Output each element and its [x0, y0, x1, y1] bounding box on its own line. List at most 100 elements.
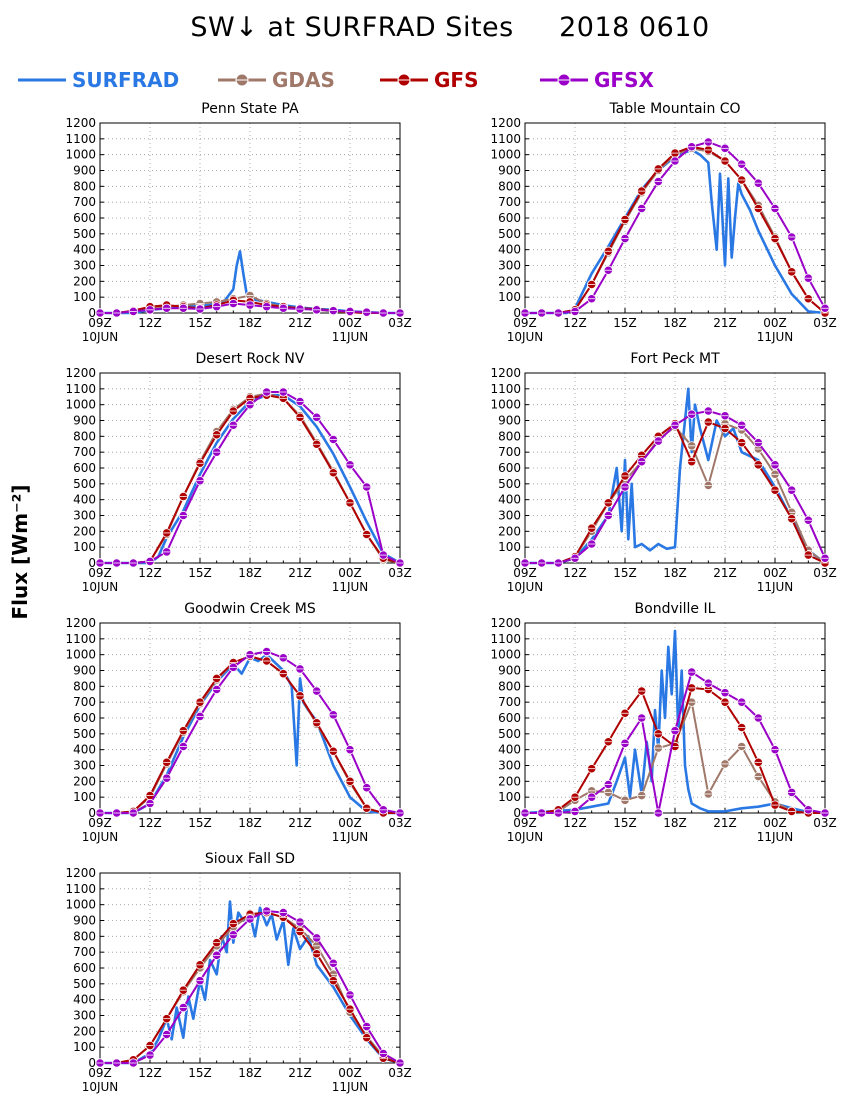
series-gfs [95, 907, 405, 1068]
chart-legend: SURFRAD GDAS GFS GFSX [18, 68, 654, 92]
x-tick-label: 03Z [388, 816, 412, 830]
y-tick-label: 100 [73, 540, 96, 554]
x-tick-label: 15Z [188, 816, 212, 830]
y-tick-label: 600 [498, 461, 521, 475]
y-tick-label: 700 [73, 445, 96, 459]
x-date-label: 11JUN [757, 580, 794, 594]
x-tick-label: 18Z [238, 1066, 262, 1080]
series-gdas [95, 907, 405, 1068]
chart-panel-goodwin-creek: Goodwin Creek MS010020030040050060070080… [65, 601, 412, 844]
y-tick-label: 0 [88, 806, 96, 820]
x-date-label: 10JUN [507, 330, 544, 344]
legend-label-gfsx: GFSX [594, 68, 654, 92]
x-tick-label: 18Z [663, 816, 687, 830]
y-tick-label: 1100 [490, 132, 521, 146]
series-gfsx [520, 137, 830, 318]
x-date-label: 11JUN [332, 830, 369, 844]
series-gfsx [95, 906, 405, 1068]
y-tick-label: 200 [498, 774, 521, 788]
x-tick-label: 15Z [613, 316, 637, 330]
x-tick-label: 00Z [338, 1066, 362, 1080]
x-tick-label: 21Z [713, 316, 737, 330]
x-tick-label: 03Z [388, 1066, 412, 1080]
y-tick-label: 1100 [490, 632, 521, 646]
panel-title: Fort Peck MT [630, 351, 720, 367]
series-surfrad [525, 387, 826, 565]
x-tick-label: 18Z [238, 566, 262, 580]
series-gfsx [95, 298, 405, 318]
y-tick-label: 700 [73, 945, 96, 959]
y-tick-label: 300 [73, 509, 96, 523]
x-tick-label: 12Z [138, 566, 162, 580]
x-tick-label: 00Z [338, 816, 362, 830]
legend-label-gdas: GDAS [272, 68, 335, 92]
y-tick-label: 0 [513, 306, 521, 320]
y-tick-label: 800 [498, 429, 521, 443]
panel-title: Bondville IL [635, 601, 716, 617]
y-tick-label: 1100 [65, 882, 96, 896]
y-tick-label: 600 [73, 961, 96, 975]
axes: 0100200300400500600700800900100011001200… [490, 616, 836, 844]
legend-label-gfs: GFS [434, 68, 478, 92]
y-tick-label: 700 [498, 695, 521, 709]
y-tick-label: 800 [498, 679, 521, 693]
grid [100, 123, 400, 313]
chart-panel-fort-peck: Fort Peck MT0100200300400500600700800900… [490, 351, 836, 594]
series-gdas [95, 388, 405, 568]
y-tick-label: 600 [498, 711, 521, 725]
x-tick-label: 12Z [563, 566, 587, 580]
y-tick-label: 900 [498, 414, 521, 428]
y-tick-label: 900 [73, 164, 96, 178]
x-tick-label: 18Z [663, 566, 687, 580]
y-tick-label: 900 [73, 664, 96, 678]
x-tick-label: 09Z [88, 816, 112, 830]
legend-item-gfs: GFS [380, 68, 478, 92]
y-tick-label: 1200 [490, 616, 521, 630]
axes: 0100200300400500600700800900100011001200… [65, 116, 411, 344]
x-tick-label: 21Z [288, 566, 312, 580]
x-tick-label: 15Z [188, 566, 212, 580]
series-gfs [520, 683, 830, 818]
y-tick-label: 200 [498, 274, 521, 288]
y-tick-label: 900 [498, 664, 521, 678]
y-tick-label: 1200 [65, 616, 96, 630]
y-tick-label: 0 [88, 1056, 96, 1070]
y-tick-label: 200 [73, 274, 96, 288]
axes: 0100200300400500600700800900100011001200… [65, 366, 411, 594]
panel-title: Goodwin Creek MS [184, 601, 316, 617]
y-tick-label: 1000 [490, 398, 521, 412]
y-tick-label: 300 [73, 1009, 96, 1023]
y-tick-label: 400 [498, 243, 521, 257]
y-tick-label: 1000 [65, 398, 96, 412]
y-tick-label: 300 [73, 259, 96, 273]
x-tick-label: 15Z [188, 316, 212, 330]
chart-panel-sioux-falls: Sioux Fall SD010020030040050060070080090… [65, 851, 412, 1094]
y-tick-label: 800 [73, 929, 96, 943]
y-tick-label: 300 [498, 259, 521, 273]
x-date-label: 10JUN [82, 830, 119, 844]
series-surfrad [524, 629, 826, 815]
y-tick-label: 700 [73, 195, 96, 209]
series-surfrad [100, 653, 400, 815]
y-tick-label: 100 [73, 790, 96, 804]
series-line-gdas [525, 701, 825, 814]
x-tick-label: 00Z [338, 316, 362, 330]
legend-item-gfsx: GFSX [540, 68, 654, 92]
axes: 0100200300400500600700800900100011001200… [490, 116, 836, 344]
y-tick-label: 800 [73, 679, 96, 693]
y-tick-label: 500 [73, 977, 96, 991]
axes: 0100200300400500600700800900100011001200… [490, 366, 836, 594]
x-tick-label: 21Z [288, 1066, 312, 1080]
x-tick-label: 09Z [513, 316, 537, 330]
x-tick-label: 12Z [138, 1066, 162, 1080]
y-tick-label: 1100 [65, 382, 96, 396]
y-tick-label: 1200 [65, 866, 96, 880]
y-tick-label: 1000 [490, 648, 521, 662]
x-tick-label: 18Z [663, 316, 687, 330]
y-tick-label: 0 [513, 806, 521, 820]
y-tick-label: 600 [73, 461, 96, 475]
y-tick-label: 0 [88, 306, 96, 320]
legend-item-gdas: GDAS [218, 68, 335, 92]
chart-panel-penn-state: Penn State PA010020030040050060070080090… [65, 101, 411, 344]
y-tick-label: 800 [73, 179, 96, 193]
